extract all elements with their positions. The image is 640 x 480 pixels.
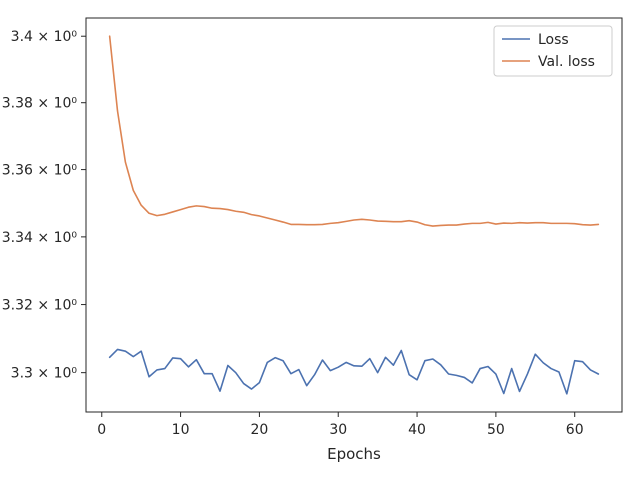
y-tick-label: 3.38 × 10⁰ [2, 96, 78, 112]
x-tick-label: 30 [329, 422, 347, 438]
y-axis: 3.3 × 10⁰ 3.32 × 10⁰ 3.34 × 10⁰ 3.36 × 10⁰ 3… [2, 29, 86, 382]
y-tick-label: 3.32 × 10⁰ [2, 298, 78, 314]
x-tick-label: 50 [487, 422, 505, 438]
x-tick-label: 0 [97, 422, 106, 438]
y-tick-label: 3.3 × 10⁰ [11, 366, 78, 382]
y-tick-label: 3.36 × 10⁰ [2, 163, 78, 179]
x-axis: 0 10 20 30 40 50 60 [97, 412, 584, 438]
legend: Loss Val. loss [493, 25, 613, 77]
legend-label: Loss [538, 32, 569, 48]
series-line-loss [108, 348, 600, 395]
x-tick-label: 60 [566, 422, 584, 438]
x-axis-title: Epochs [327, 445, 381, 463]
legend-label: Val. loss [538, 54, 595, 70]
series-line-val-loss [108, 35, 600, 227]
plot-frame [85, 17, 623, 413]
x-tick-label: 40 [408, 422, 426, 438]
series-layer [108, 35, 600, 395]
x-tick-label: 20 [250, 422, 268, 438]
x-tick-label: 10 [172, 422, 190, 438]
y-tick-label: 3.4 × 10⁰ [11, 29, 78, 45]
y-tick-label: 3.34 × 10⁰ [2, 230, 78, 246]
